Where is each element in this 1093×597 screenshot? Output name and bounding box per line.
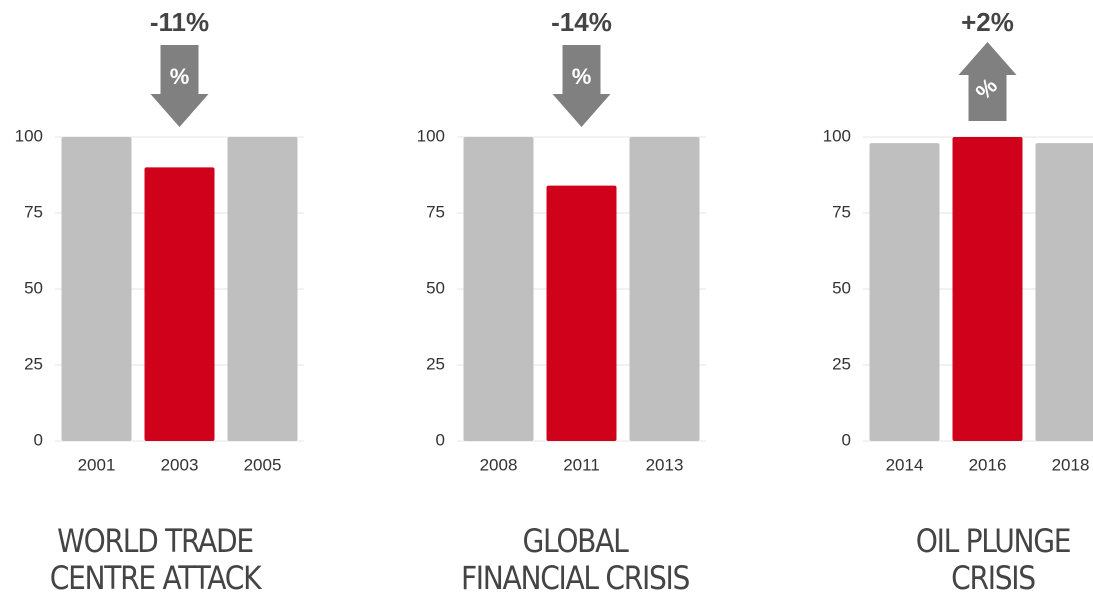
chart-title: FINANCIAL CRISIS [461, 560, 689, 597]
chart-title: CENTRE ATTACK [50, 560, 263, 597]
arrow [150, 45, 209, 127]
chart-title: OIL PLUNGE [916, 523, 1071, 560]
bar [952, 137, 1023, 441]
y-tick-label: 50 [832, 278, 851, 297]
annotation: +2% [961, 7, 1014, 37]
bar [144, 167, 215, 441]
bar [869, 143, 940, 441]
y-tick-label: 0 [436, 430, 445, 449]
bar [629, 137, 700, 441]
y-tick-label: 75 [24, 202, 43, 221]
y-tick-label: 100 [15, 126, 43, 145]
x-tick-label: 2008 [480, 455, 518, 474]
bar [546, 185, 617, 441]
y-tick-label: 50 [426, 278, 445, 297]
x-tick-label: 2014 [886, 455, 924, 474]
y-tick-label: 75 [832, 202, 851, 221]
x-tick-label: 2001 [78, 455, 116, 474]
y-tick-label: 50 [24, 278, 43, 297]
x-tick-label: 2016 [969, 455, 1007, 474]
chart-title: WORLD TRADE [57, 523, 253, 560]
annotation: -14% [551, 7, 612, 37]
bar [61, 137, 132, 441]
y-tick-label: 0 [34, 430, 43, 449]
x-tick-label: 2018 [1052, 455, 1090, 474]
x-tick-label: 2005 [244, 455, 282, 474]
y-tick-label: 25 [24, 354, 43, 373]
y-tick-label: 75 [426, 202, 445, 221]
y-tick-label: 100 [417, 126, 445, 145]
x-tick-label: 2013 [646, 455, 684, 474]
y-tick-label: 100 [823, 126, 851, 145]
annotation: -11% [150, 7, 209, 37]
arrow [958, 42, 1017, 121]
y-tick-label: 0 [842, 430, 851, 449]
bar [227, 137, 298, 441]
x-tick-label: 2003 [161, 455, 199, 474]
arrow [552, 45, 611, 127]
chart-title: GLOBAL [523, 523, 629, 560]
y-tick-label: 25 [832, 354, 851, 373]
arrow-label: % [572, 64, 592, 89]
bar [463, 137, 534, 441]
bar [1035, 143, 1093, 441]
chart-title: CRISIS [951, 560, 1035, 597]
y-tick-label: 25 [426, 354, 445, 373]
arrow-label: % [170, 64, 190, 89]
x-tick-label: 2011 [563, 455, 600, 474]
